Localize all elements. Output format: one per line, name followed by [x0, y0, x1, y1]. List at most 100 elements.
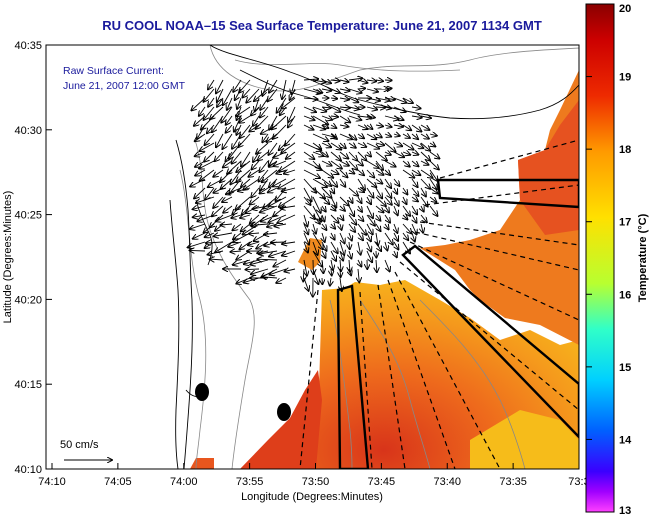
y-tick-label: 40:30 [14, 125, 42, 137]
current-vector [201, 115, 215, 130]
y-axis-ticks: 40:35 40:30 40:25 40:20 40:15 40:10 [14, 40, 52, 476]
current-vector [223, 205, 233, 213]
current-vector [375, 107, 385, 108]
current-vector [420, 134, 429, 139]
current-vector [420, 169, 433, 178]
current-vector [331, 125, 336, 128]
current-vector [412, 214, 417, 223]
current-vector [349, 196, 353, 203]
current-vector [233, 79, 242, 92]
station-marker-south [277, 403, 291, 421]
current-vector [367, 241, 371, 251]
current-vector [366, 187, 374, 198]
current-vector [312, 268, 318, 284]
current-vector [227, 97, 233, 110]
current-vector [204, 88, 215, 102]
current-vector [330, 142, 341, 150]
current-vector [269, 79, 278, 93]
current-vector [322, 206, 326, 212]
current-vector [357, 80, 367, 83]
current-vector [429, 187, 438, 194]
current-vector [330, 89, 340, 93]
current-vector [277, 214, 296, 223]
current-vector [375, 80, 383, 81]
x-tick-label: 73:3 [568, 476, 589, 488]
current-vector [312, 89, 322, 93]
current-vector [330, 178, 337, 187]
current-vector [288, 106, 296, 122]
current-vector [281, 206, 296, 208]
current-vector [411, 134, 418, 139]
current-vector [252, 160, 260, 169]
current-vector [330, 170, 339, 174]
current-vector [348, 223, 355, 232]
current-vector [226, 115, 233, 125]
current-vector [330, 80, 340, 81]
y-tick-label: 40:35 [14, 40, 42, 52]
current-vector [282, 97, 296, 109]
current-vector [322, 250, 326, 258]
current-vector [312, 106, 326, 112]
current-vector [303, 268, 304, 281]
current-vector [322, 241, 327, 251]
current-vector [282, 250, 296, 256]
sst-patch-cool [470, 410, 579, 469]
current-vector [420, 178, 430, 189]
current-vector [348, 133, 356, 140]
current-vector [340, 250, 343, 261]
current-vector [303, 124, 314, 130]
current-vector [375, 179, 382, 184]
current-vector [204, 106, 215, 120]
current-vector [340, 259, 341, 271]
x-tick-label: 73:55 [236, 476, 264, 488]
current-vector [304, 259, 307, 276]
current-vector [385, 170, 390, 175]
current-vector [322, 214, 325, 221]
current-vector [375, 125, 383, 126]
current-vector [393, 178, 399, 186]
current-vector [340, 277, 342, 291]
current-vector [193, 215, 206, 217]
surface-current-vectors [188, 78, 440, 297]
current-vector [217, 97, 224, 107]
current-vector [393, 196, 399, 206]
current-vector [321, 107, 331, 108]
current-vector [273, 151, 287, 158]
current-vector [285, 269, 296, 272]
current-vector [366, 169, 374, 178]
current-vector [303, 106, 316, 112]
current-vector [393, 97, 406, 103]
current-vector [208, 97, 215, 107]
current-vector [348, 187, 358, 196]
current-vector [303, 196, 311, 205]
current-vector [304, 223, 308, 234]
current-vector [402, 232, 408, 240]
current-vector [330, 151, 341, 160]
current-vector [384, 187, 391, 198]
current-vector [282, 188, 296, 191]
current-vector [216, 214, 233, 221]
current-vector [246, 269, 260, 270]
current-vector [321, 89, 331, 91]
current-vector [420, 161, 429, 165]
current-vector [236, 124, 242, 135]
current-vector [243, 178, 260, 190]
current-vector [196, 196, 215, 203]
current-vector [385, 241, 387, 250]
current-vector [411, 223, 417, 234]
current-vector [402, 97, 413, 103]
current-vector [402, 241, 410, 253]
current-vector [213, 169, 224, 177]
current-vector [339, 98, 349, 100]
current-vector [303, 169, 320, 178]
current-vector [339, 125, 348, 127]
current-vector [273, 178, 287, 186]
current-vector [375, 98, 390, 101]
current-vector [366, 107, 377, 110]
current-vector [193, 206, 206, 209]
current-vector [288, 115, 296, 127]
current-vector [240, 215, 251, 218]
current-vector [222, 196, 233, 202]
current-vector [210, 106, 224, 119]
current-vector [331, 224, 335, 229]
